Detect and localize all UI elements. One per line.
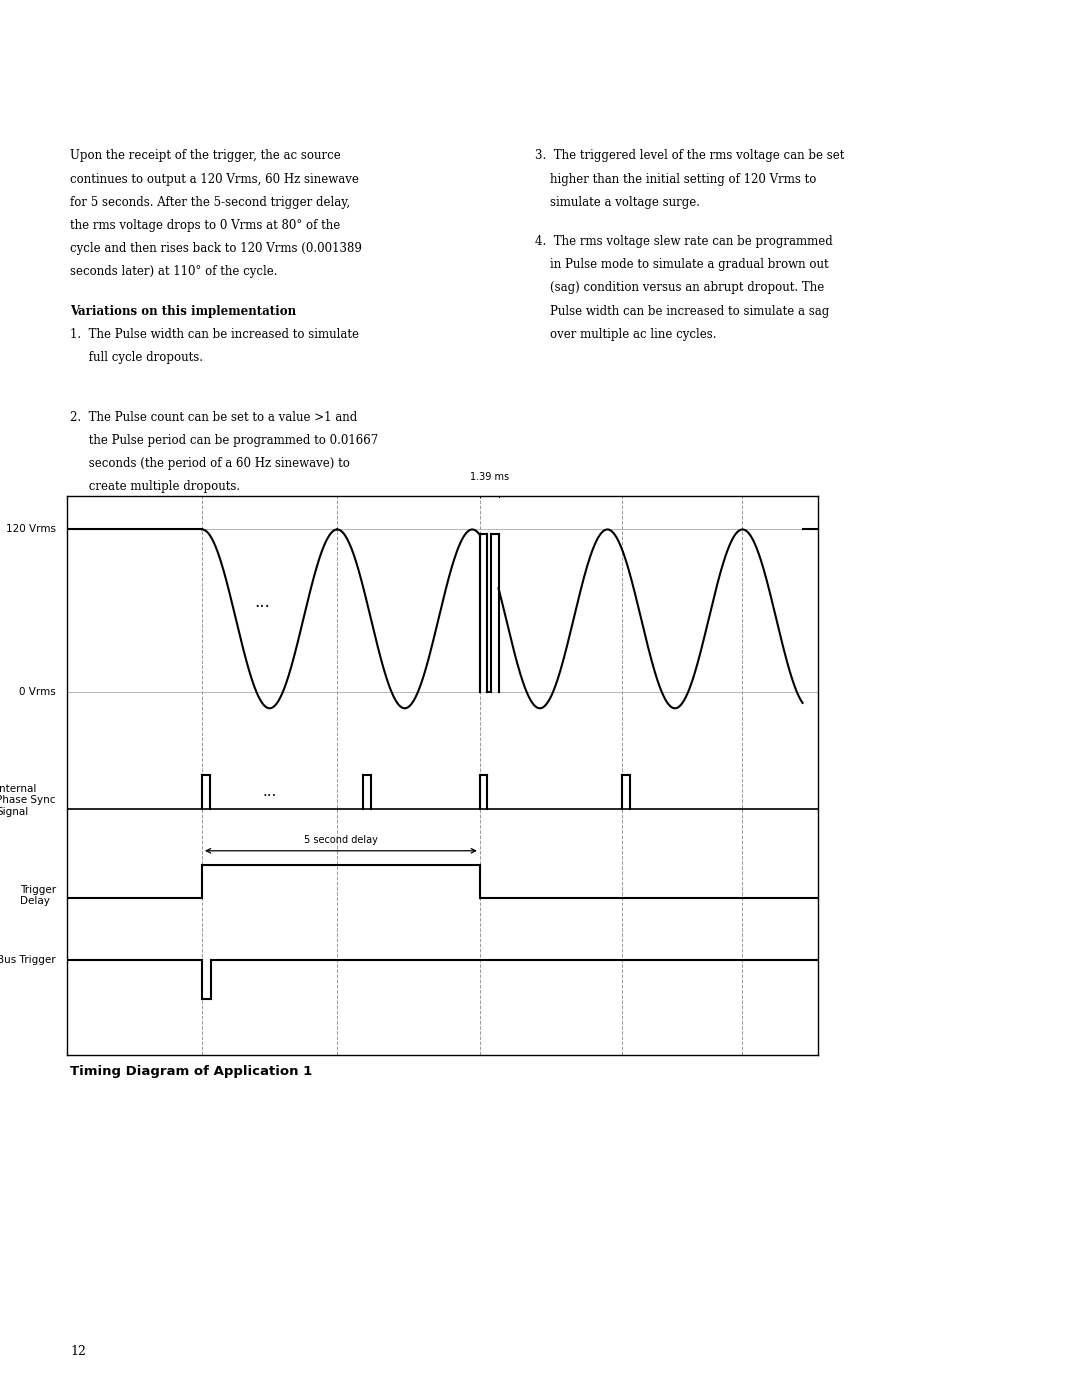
Text: 1.  The Pulse width can be increased to simulate: 1. The Pulse width can be increased to s…	[70, 327, 360, 341]
Text: for 5 seconds. After the 5-second trigger delay,: for 5 seconds. After the 5-second trigge…	[70, 196, 350, 208]
Text: ...: ...	[262, 785, 276, 799]
Text: 3.  The triggered level of the rms voltage can be set: 3. The triggered level of the rms voltag…	[535, 149, 843, 162]
Text: over multiple ac line cycles.: over multiple ac line cycles.	[535, 327, 716, 341]
Text: 0 Vrms: 0 Vrms	[19, 686, 56, 697]
Text: Trigger
Delay: Trigger Delay	[19, 884, 56, 907]
Text: Bus Trigger: Bus Trigger	[0, 954, 56, 965]
Text: 2.  The Pulse count can be set to a value >1 and: 2. The Pulse count can be set to a value…	[70, 411, 357, 423]
Text: higher than the initial setting of 120 Vrms to: higher than the initial setting of 120 V…	[535, 172, 816, 186]
Text: (sag) condition versus an abrupt dropout. The: (sag) condition versus an abrupt dropout…	[535, 281, 824, 295]
Text: the rms voltage drops to 0 Vrms at 80° of the: the rms voltage drops to 0 Vrms at 80° o…	[70, 218, 340, 232]
Text: the Pulse period can be programmed to 0.01667: the Pulse period can be programmed to 0.…	[70, 433, 378, 447]
Text: seconds (the period of a 60 Hz sinewave) to: seconds (the period of a 60 Hz sinewave)…	[70, 457, 350, 469]
Text: in Pulse mode to simulate a gradual brown out: in Pulse mode to simulate a gradual brow…	[535, 258, 828, 271]
Text: full cycle dropouts.: full cycle dropouts.	[70, 351, 203, 363]
Text: 5 second delay: 5 second delay	[303, 835, 378, 845]
Text: cycle and then rises back to 120 Vrms (0.001389: cycle and then rises back to 120 Vrms (0…	[70, 242, 362, 254]
Text: create multiple dropouts.: create multiple dropouts.	[70, 479, 241, 493]
Text: continues to output a 120 Vrms, 60 Hz sinewave: continues to output a 120 Vrms, 60 Hz si…	[70, 172, 359, 186]
Text: Timing Diagram of Application 1: Timing Diagram of Application 1	[70, 1065, 312, 1077]
Text: Pulse width can be increased to simulate a sag: Pulse width can be increased to simulate…	[535, 305, 828, 317]
Text: 120 Vrms: 120 Vrms	[5, 524, 56, 535]
Text: 1.39 ms: 1.39 ms	[470, 472, 509, 482]
Text: Internal
Phase Sync
Signal: Internal Phase Sync Signal	[0, 784, 56, 817]
Text: 12: 12	[70, 1345, 86, 1358]
Text: 4.  The rms voltage slew rate can be programmed: 4. The rms voltage slew rate can be prog…	[535, 235, 833, 249]
Text: Upon the receipt of the trigger, the ac source: Upon the receipt of the trigger, the ac …	[70, 149, 341, 162]
Text: seconds later) at 110° of the cycle.: seconds later) at 110° of the cycle.	[70, 264, 278, 278]
Text: Variations on this implementation: Variations on this implementation	[70, 305, 296, 317]
Text: ...: ...	[254, 594, 270, 610]
Text: simulate a voltage surge.: simulate a voltage surge.	[535, 196, 700, 208]
